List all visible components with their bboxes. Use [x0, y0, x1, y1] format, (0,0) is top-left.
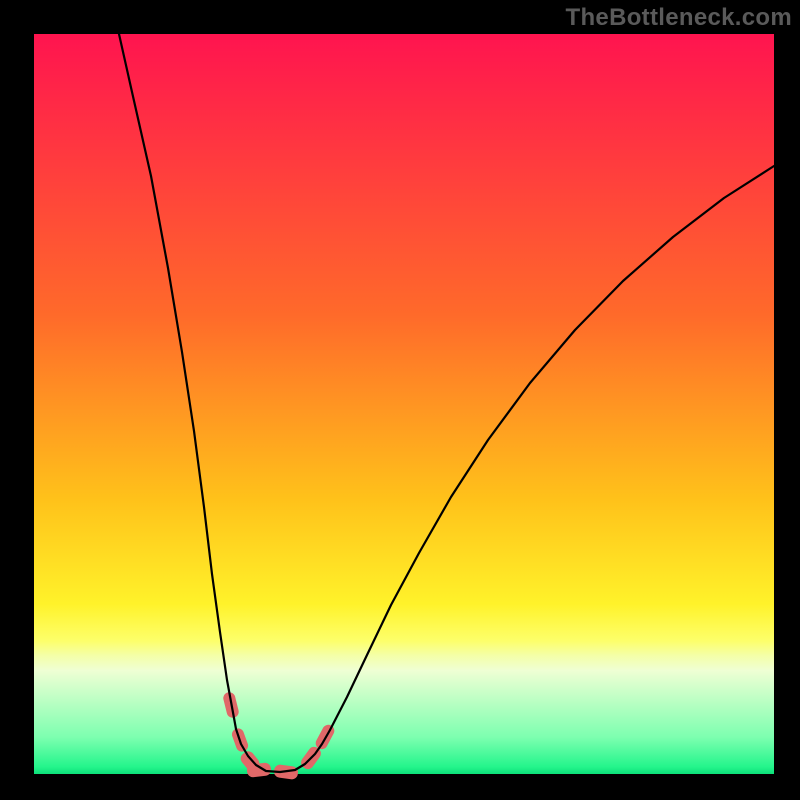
chart-container: TheBottleneck.com [0, 0, 800, 800]
bottleneck-curve [119, 34, 774, 772]
curve-svg [0, 0, 800, 800]
watermark-text: TheBottleneck.com [566, 4, 792, 32]
